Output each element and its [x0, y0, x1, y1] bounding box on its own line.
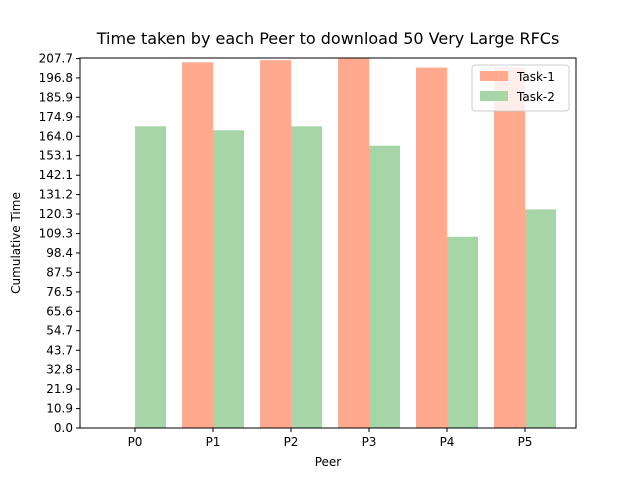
y-tick-label: 131.2: [39, 188, 73, 202]
bar-task-2-p3: [369, 145, 400, 428]
x-tick-label: P4: [440, 435, 455, 449]
y-tick-label: 174.9: [39, 110, 73, 124]
bar-task-2-p0: [135, 126, 166, 429]
bar-task-2-p5: [525, 209, 556, 428]
y-tick-label: 21.9: [46, 382, 73, 396]
y-tick-label: 0.0: [54, 421, 73, 435]
legend: Task-1 Task-2: [471, 64, 570, 112]
x-tick-label: P5: [518, 435, 533, 449]
y-tick-label: 142.1: [39, 168, 73, 182]
plot-frame: [79, 57, 577, 429]
y-tick-label: 153.1: [39, 149, 73, 163]
bar-task-2-p4: [447, 236, 478, 428]
bar-task-1-p2: [260, 60, 291, 429]
bar-task-1-p5: [494, 67, 525, 428]
bar-task-1-p4: [416, 67, 447, 428]
y-tick-label: 76.5: [46, 285, 73, 299]
y-tick-label: 54.7: [46, 324, 73, 338]
bar-task-1-p1: [182, 62, 213, 429]
y-tick-label: 109.3: [39, 227, 73, 241]
y-tick-label: 87.5: [46, 265, 73, 279]
y-tick-label: 207.7: [39, 52, 73, 66]
chart-title: Time taken by each Peer to download 50 V…: [96, 29, 560, 48]
legend-swatch-task-2: [480, 91, 508, 101]
y-axis-label: Cumulative Time: [9, 192, 23, 294]
y-tick-label: 164.0: [39, 129, 73, 143]
y-tick-label: 10.9: [46, 402, 73, 416]
bar-task-1-p3: [338, 58, 369, 428]
x-tick-label: P3: [362, 435, 377, 449]
y-tick-label: 120.3: [39, 207, 73, 221]
legend-swatch-task-1: [480, 71, 508, 81]
y-tick-label: 43.7: [46, 343, 73, 357]
y-tick-label: 196.8: [39, 71, 73, 85]
y-tick-label: 98.4: [46, 246, 73, 260]
y-tick-label: 32.8: [46, 363, 73, 377]
y-tick-label: 65.6: [46, 304, 73, 318]
bar-task-2-p1: [213, 130, 244, 428]
x-tick-label: P0: [128, 435, 143, 449]
x-tick-label: P2: [284, 435, 299, 449]
x-axis-label: Peer: [315, 455, 342, 469]
legend-label-task-2: Task-2: [516, 90, 555, 104]
legend-label-task-1: Task-1: [516, 70, 555, 84]
bar-task-2-p2: [291, 126, 322, 429]
y-tick-label: 185.9: [39, 90, 73, 104]
x-tick-label: P1: [206, 435, 221, 449]
